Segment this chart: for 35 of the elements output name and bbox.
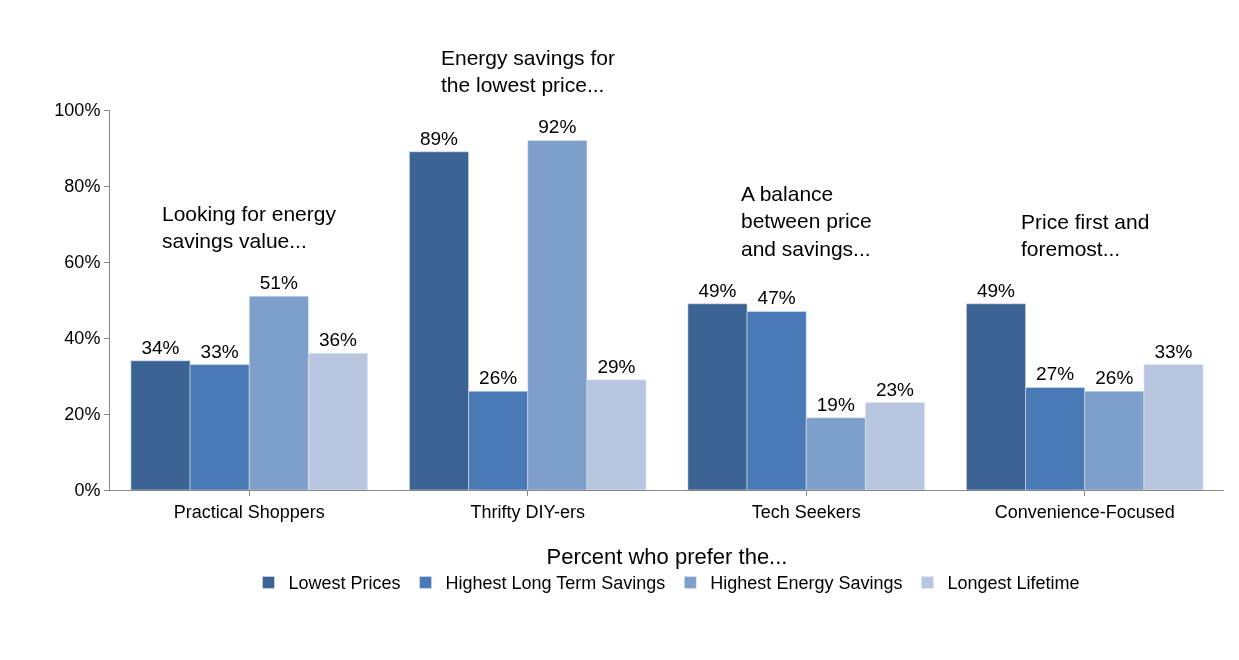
y-tick-label: 40%	[64, 328, 101, 349]
x-tick-label: Practical Shoppers	[173, 501, 325, 522]
annotation: Looking for energy savings value...	[162, 202, 337, 253]
data-label: 33%	[1154, 340, 1193, 362]
y-tick-label: 0%	[74, 480, 101, 501]
data-label: 23%	[875, 378, 915, 400]
x-tick-label: Convenience-Focused	[994, 501, 1175, 522]
data-label: 49%	[976, 279, 1016, 301]
data-label: 49%	[698, 279, 737, 301]
data-label: 27%	[1036, 363, 1075, 385]
data-label: 34%	[141, 336, 180, 358]
x-tick-label: Tech Seekers	[751, 501, 861, 522]
y-tick-label: 100%	[54, 100, 101, 121]
data-label: 89%	[419, 127, 459, 149]
data-label: 26%	[479, 367, 518, 389]
data-label: 33%	[200, 340, 239, 362]
annotation: Price first and foremost...	[1021, 210, 1150, 261]
text: Energy savings for the lowest price...	[441, 46, 615, 97]
legend-label: Highest Energy Savings	[710, 573, 903, 594]
y-tick-label: 80%	[64, 176, 101, 197]
data-label: 29%	[597, 355, 636, 377]
data-label: 26%	[1095, 367, 1134, 389]
legend-label: Lowest Prices	[288, 573, 401, 594]
x-tick-label: Thrifty DIY-ers	[470, 501, 585, 522]
y-tick-label: 20%	[64, 404, 101, 425]
y-tick-label: 60%	[64, 252, 101, 273]
data-label: 36%	[318, 329, 358, 351]
legend-label: Longest Lifetime	[947, 573, 1080, 594]
data-label: 51%	[259, 272, 298, 294]
data-label: 92%	[538, 116, 577, 138]
legend-label: Highest Long Term Savings	[445, 573, 666, 594]
data-label: 19%	[816, 393, 855, 415]
legend-title: Percent who prefer the...	[546, 544, 788, 570]
data-label: 47%	[757, 287, 796, 309]
annotation: A balance between price and savings...	[741, 182, 872, 260]
